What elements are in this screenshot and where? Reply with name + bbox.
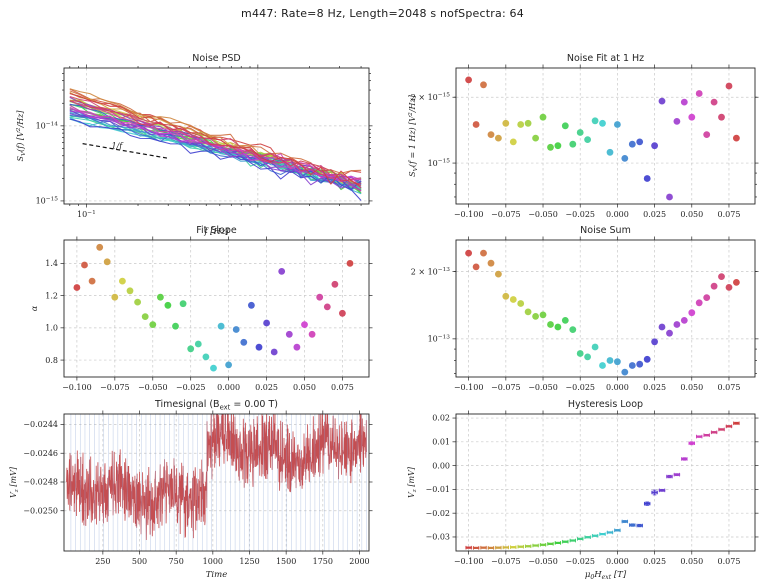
tick-label: −0.100: [454, 210, 484, 219]
tick-label: 0.075: [718, 383, 741, 392]
tick-label: −0.050: [528, 557, 558, 566]
tick-label: 0.02: [432, 414, 450, 423]
segment-markers: [70, 414, 367, 551]
tick-label: −0.02: [425, 509, 450, 518]
tick-label: 0.050: [680, 383, 703, 392]
subplot-title-timesignal: Timesignal (Bext = 0.00 T): [154, 399, 278, 411]
panel-noise_fit_1hz: −0.100 −0.075 −0.050 −0.025 0.000 0.025 0.050 0…: [408, 53, 759, 219]
subplot-title-noise_sum: Noise Sum: [580, 225, 631, 236]
tick-label: 0.050: [293, 383, 316, 392]
tick-label: −0.03: [425, 533, 450, 542]
psd-lines: [69, 88, 362, 201]
y-axis-label-noise_fit_1hz: SV(f = 1 Hz) [V2/Hz]: [408, 94, 419, 177]
y-axis-label-hysteresis: Vz [mV]: [407, 466, 418, 498]
panel-timesignal: 250 500 750 1000 1250 1500 1750 2000 −0.0244 −0.0…: [9, 399, 373, 580]
tick-label: −0.100: [62, 383, 92, 392]
y-axis-label-timesignal: Vz [mV]: [9, 466, 20, 498]
tick-label: −0.100: [454, 557, 484, 566]
panel-hysteresis: −0.100 −0.075 −0.050 −0.025 0.000 0.025 0.050 0…: [407, 399, 759, 581]
figure-title: m447: Rate=8 Hz, Length=2048 s nofSpectr…: [241, 7, 524, 20]
tick-label: 0.075: [331, 383, 354, 392]
tick-label: 10−15: [36, 196, 59, 205]
subplot-title-fit_slope: Fit Slope: [196, 225, 237, 236]
tick-label: 750: [169, 557, 184, 566]
tick-label: 250: [95, 557, 110, 566]
panel-noise_sum: −0.100 −0.075 −0.050 −0.025 0.000 0.025 0.050 0…: [411, 225, 759, 392]
tick-label: −0.050: [528, 210, 558, 219]
tick-label: 0.000: [606, 557, 629, 566]
tick-label: 1.4: [45, 259, 58, 268]
tick-label: −0.050: [138, 383, 168, 392]
scatter-points: [73, 243, 354, 372]
tick-label: 1500: [276, 557, 296, 566]
tick-label: −0.050: [528, 383, 558, 392]
tick-label: 0.025: [643, 557, 666, 566]
tick-label: 0.000: [217, 383, 240, 392]
tick-label: 2 × 10−13: [411, 267, 451, 276]
tick-label: 10−1: [77, 210, 96, 219]
tick-label: −0.025: [565, 383, 595, 392]
tick-label: 10−14: [36, 121, 59, 130]
subplot-title-noise_psd: Noise PSD: [192, 53, 240, 64]
tick-label: −0.0244: [23, 420, 58, 429]
tick-label: 0.01: [432, 438, 450, 447]
x-axis-label-noise_psd: f [Hz]: [203, 227, 229, 237]
one-over-f-guide: [82, 143, 169, 159]
tick-label: 0.025: [255, 383, 278, 392]
panel-fit_slope: −0.100 −0.075 −0.050 −0.025 0.000 0.025 0.050 0…: [30, 225, 373, 392]
tick-label: 1.0: [45, 324, 58, 333]
y-axis-label-fit_slope: α: [30, 305, 39, 311]
tick-label: 10−13: [428, 334, 451, 343]
tick-label: 0.050: [680, 210, 703, 219]
tick-label: −0.0248: [23, 478, 58, 487]
guide-label: 1/f: [111, 141, 124, 150]
tick-label: 2000: [349, 557, 369, 566]
tick-label: 0.8: [45, 356, 58, 365]
tick-label: −0.025: [565, 210, 595, 219]
tick-label: 1250: [239, 557, 259, 566]
tick-label: 2 × 10−15: [411, 93, 451, 102]
tick-label: 10−15: [428, 159, 451, 168]
x-axis-label-timesignal: Time: [206, 570, 227, 580]
tick-label: 0.025: [643, 210, 666, 219]
tick-label: −0.025: [565, 557, 595, 566]
tick-label: −0.025: [176, 383, 206, 392]
subplot-title-noise_fit_1hz: Noise Fit at 1 Hz: [567, 53, 644, 64]
subplot-title-hysteresis: Hysteresis Loop: [568, 399, 643, 410]
scatter-points: [465, 76, 740, 201]
panel-noise_psd: 1/f 10−1 10−14 10−15 Noise PSD SV(f) [V2/Hz] f…: [16, 53, 373, 237]
tick-label: 0.000: [606, 210, 629, 219]
x-axis-label-hysteresis: μ0Hext [T]: [585, 570, 627, 581]
error-bars: [465, 421, 740, 550]
tick-label: 1.2: [45, 291, 58, 300]
tick-label: 1000: [203, 557, 223, 566]
tick-label: −0.075: [100, 383, 130, 392]
y-axis-label-noise_psd: SV(f) [V2/Hz]: [16, 110, 27, 162]
tick-label: −0.01: [425, 485, 450, 494]
tick-label: −0.0250: [23, 506, 58, 515]
tick-label: 0.075: [718, 557, 741, 566]
tick-label: 0.00: [432, 461, 450, 470]
tick-label: 0.050: [680, 557, 703, 566]
tick-label: 0.075: [718, 210, 741, 219]
tick-label: −0.075: [491, 383, 521, 392]
tick-label: −0.075: [491, 557, 521, 566]
tick-label: 0.025: [643, 383, 666, 392]
tick-label: −0.0246: [23, 449, 58, 458]
tick-label: 0.000: [606, 383, 629, 392]
tick-label: −0.075: [491, 210, 521, 219]
tick-label: −0.100: [454, 383, 484, 392]
tick-label: 1750: [313, 557, 333, 566]
tick-label: 500: [132, 557, 147, 566]
scatter-points: [465, 249, 740, 376]
